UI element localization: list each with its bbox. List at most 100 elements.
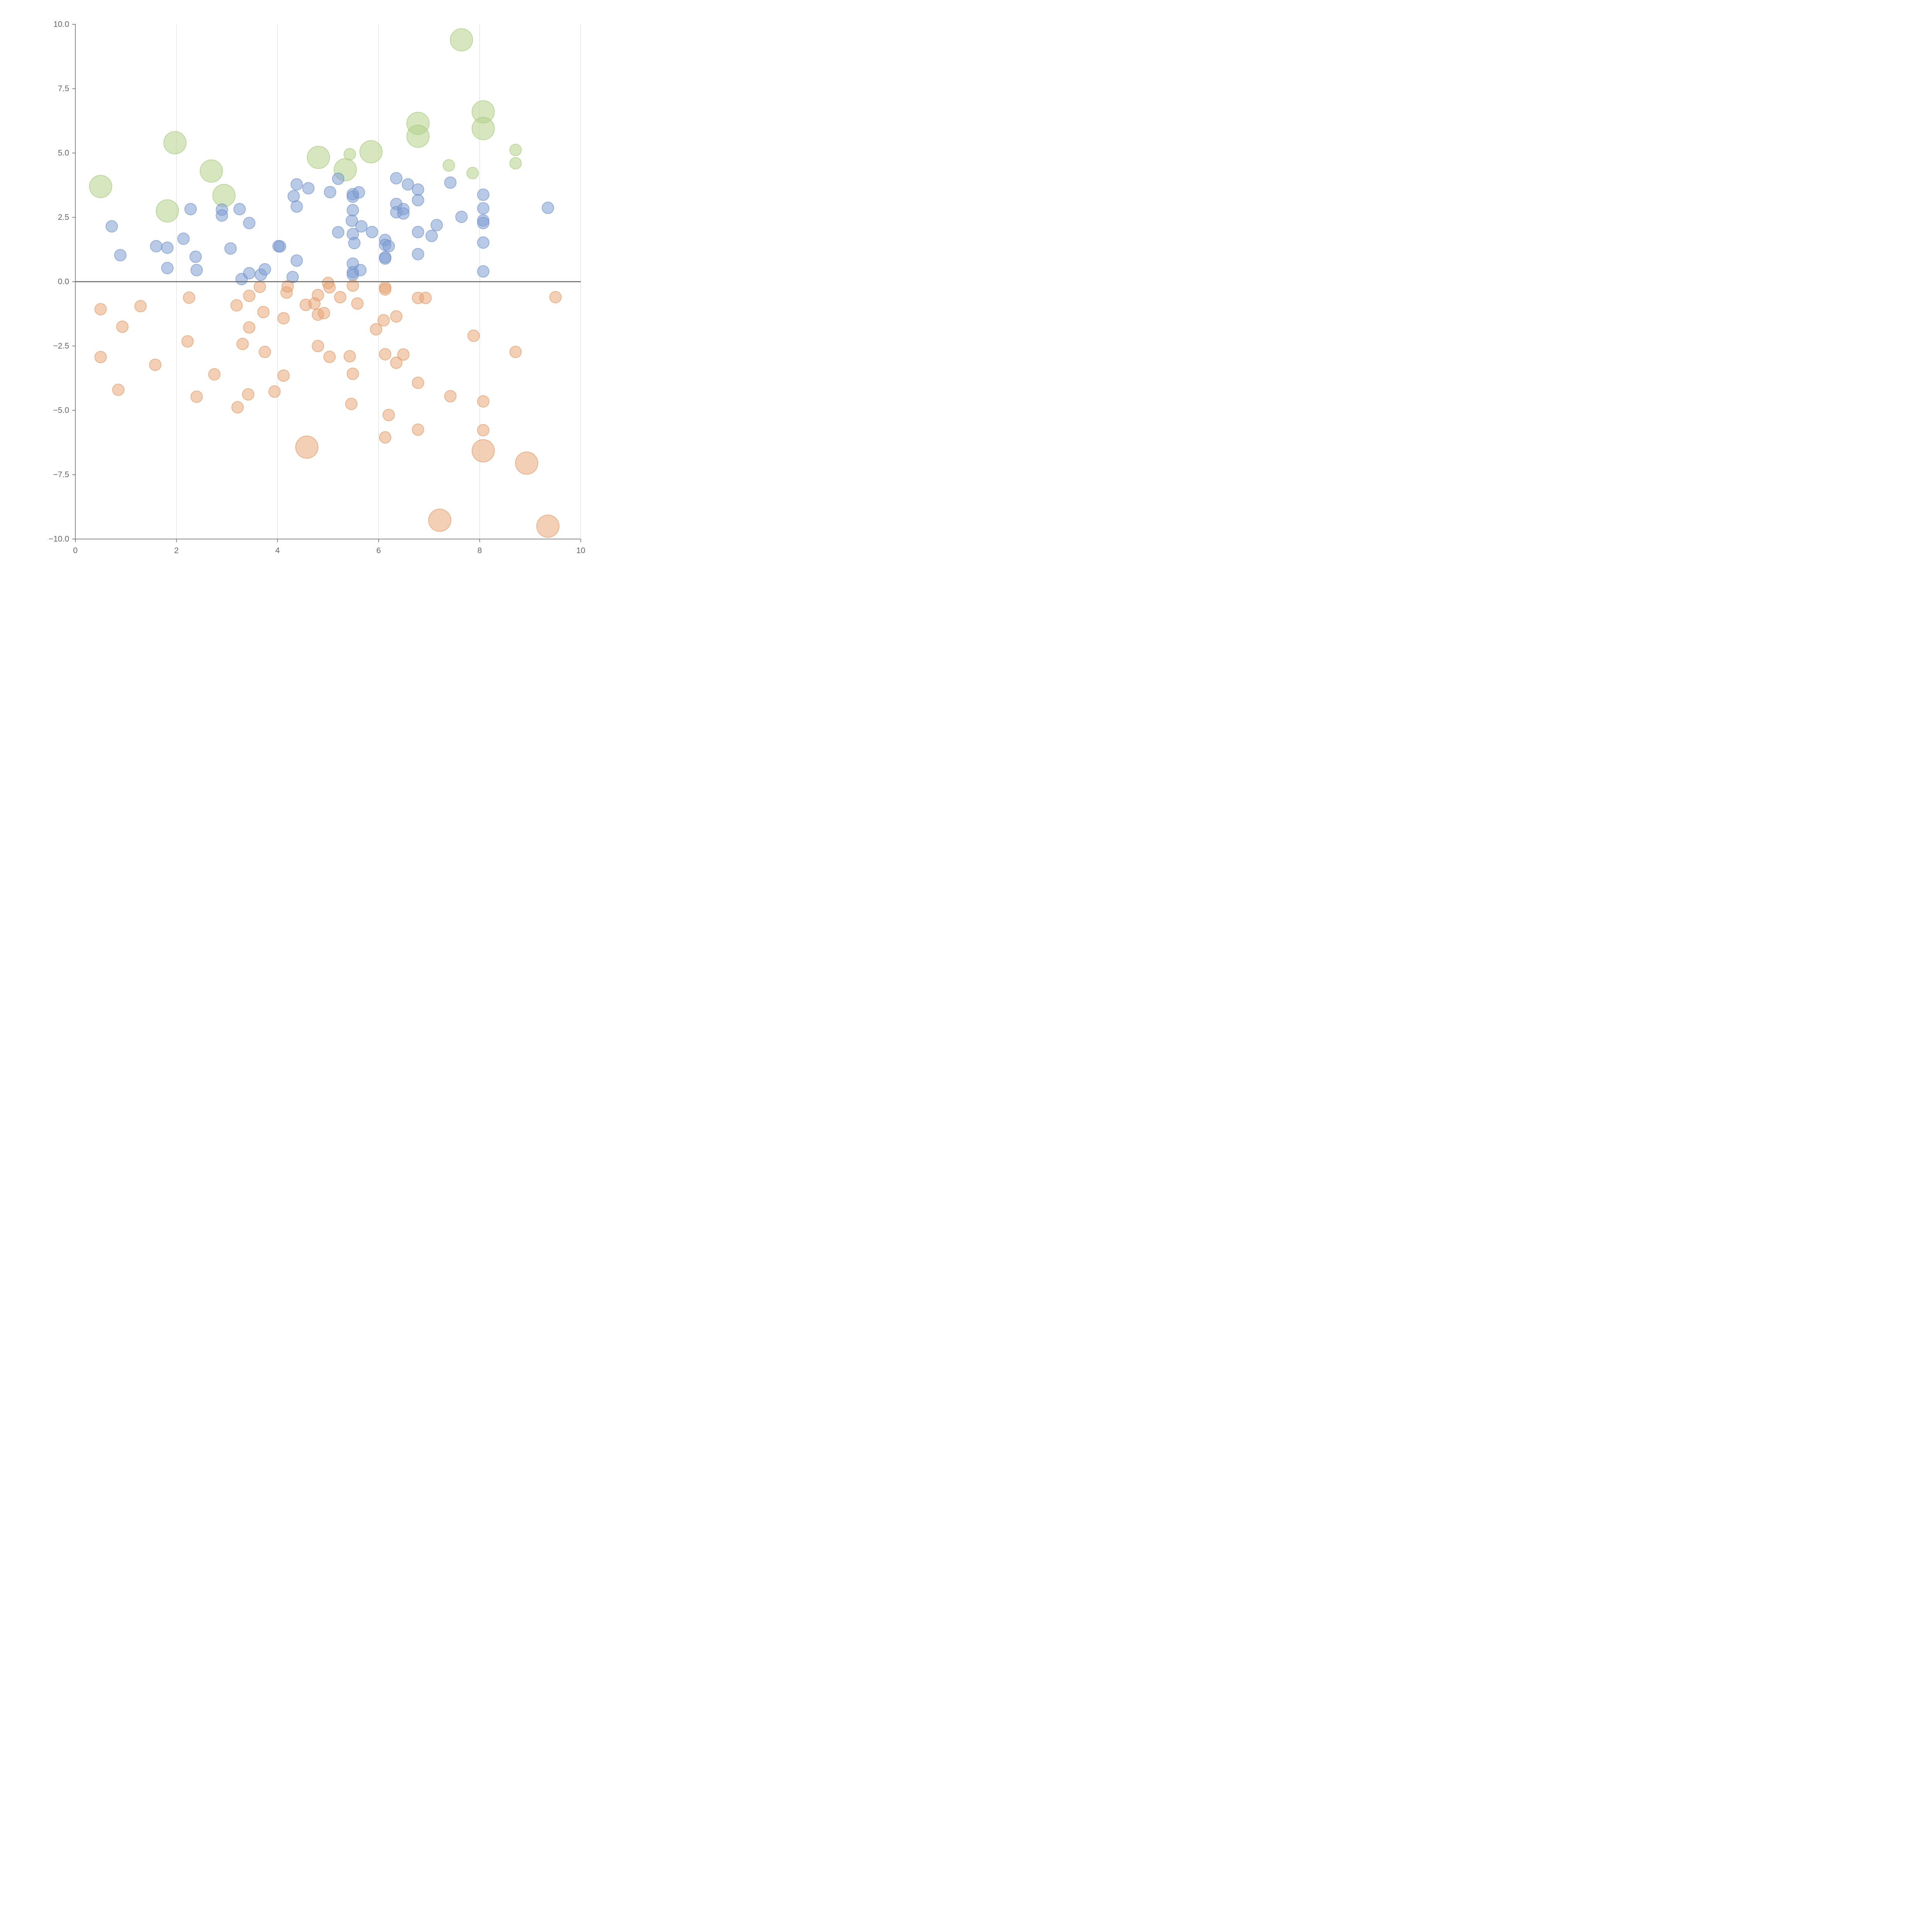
orange-bubble	[318, 307, 330, 320]
x-tick-label: 8	[478, 546, 482, 555]
blue-bubble	[430, 219, 443, 231]
blue-bubble	[274, 240, 286, 253]
orange-bubble	[412, 423, 424, 436]
green-bubble	[156, 199, 179, 223]
orange-bubble	[183, 291, 196, 304]
green-bubble	[471, 117, 495, 140]
green-bubble	[344, 148, 356, 161]
axes: 10.0 7.5 5.0 2.5 0.0 −2.5 −5.0 −7.5 −10.0 0 2 4 6 8 10	[49, 20, 585, 555]
orange-bubble	[549, 291, 562, 303]
orange-bubble	[323, 281, 336, 294]
blue-bubble	[366, 226, 378, 238]
orange-bubble	[345, 398, 358, 410]
orange-bubble	[412, 376, 424, 389]
blue-bubble	[477, 202, 490, 215]
green-bubble	[89, 175, 112, 198]
orange-bubble	[379, 283, 391, 296]
blue-bubble	[412, 183, 424, 196]
orange-bubble	[444, 390, 457, 403]
blue-bubble	[150, 240, 163, 253]
blue-bubble	[233, 203, 246, 216]
blue-bubble	[352, 186, 365, 199]
orange-bubble	[536, 514, 560, 538]
blue-bubble	[347, 204, 359, 216]
orange-bubble	[295, 435, 319, 459]
blue-bubble	[324, 186, 337, 199]
blue-bubble	[290, 200, 303, 213]
x-tick-label: 0	[73, 546, 78, 555]
orange-bubble	[257, 306, 270, 318]
y-tick-label: −2.5	[53, 342, 69, 350]
orange-bubble	[383, 409, 395, 421]
x-tick-label: 10	[576, 546, 585, 555]
y-tick-label: −7.5	[53, 470, 69, 479]
blue-bubble	[444, 176, 457, 189]
orange-bubble	[112, 383, 125, 396]
orange-bubble	[428, 509, 452, 532]
orange-bubble	[397, 348, 410, 361]
blue-bubble	[114, 249, 127, 262]
orange-bubble	[236, 338, 249, 350]
blue-bubble	[542, 201, 554, 214]
green-bubble	[307, 146, 330, 169]
orange-bubble	[379, 431, 391, 444]
orange-bubble	[134, 300, 147, 313]
bubble-layer	[89, 28, 562, 538]
y-tick-label: 2.5	[58, 213, 69, 222]
green-bubble	[466, 167, 479, 179]
orange-bubble	[419, 292, 432, 304]
orange-bubble	[344, 350, 356, 363]
blue-bubble	[332, 226, 345, 239]
blue-bubble	[184, 203, 197, 216]
x-tick-label: 6	[376, 546, 381, 555]
green-bubble	[442, 159, 455, 172]
y-tick-label: −10.0	[49, 535, 69, 544]
blue-bubble	[354, 264, 367, 276]
green-bubble	[212, 184, 236, 207]
y-tick-label: −5.0	[53, 406, 69, 415]
orange-bubble	[281, 280, 294, 293]
orange-bubble	[351, 297, 364, 310]
y-tick-label: 10.0	[53, 20, 69, 29]
green-bubble	[359, 140, 383, 163]
blue-bubble	[455, 211, 468, 223]
orange-bubble	[230, 299, 243, 312]
orange-bubble	[390, 356, 403, 369]
blue-bubble	[401, 178, 414, 191]
orange-bubble	[509, 345, 522, 358]
scatter-chart: 10.0 7.5 5.0 2.5 0.0 −2.5 −5.0 −7.5 −10.0 0 2 4 6 8 10	[49, 20, 585, 555]
blue-bubble	[397, 207, 410, 220]
blue-bubble	[477, 188, 490, 201]
orange-bubble	[243, 321, 255, 334]
orange-bubble	[190, 390, 203, 403]
orange-bubble	[515, 451, 538, 475]
y-tick-label: 0.0	[58, 277, 69, 286]
blue-bubble	[390, 172, 403, 185]
blue-bubble	[332, 172, 345, 185]
blue-bubble	[189, 250, 202, 263]
blue-bubble	[243, 217, 255, 230]
orange-bubble	[259, 345, 271, 358]
blue-bubble	[383, 240, 395, 253]
green-bubble	[406, 124, 430, 148]
blue-bubble	[224, 242, 237, 255]
orange-bubble	[370, 323, 383, 336]
orange-bubble	[477, 424, 490, 437]
blue-bubble	[477, 217, 490, 230]
blue-bubble	[379, 252, 391, 265]
green-bubble	[509, 144, 522, 156]
orange-bubble	[471, 439, 495, 463]
blue-bubble	[412, 226, 424, 238]
orange-bubble	[149, 359, 162, 371]
orange-bubble	[334, 291, 347, 303]
orange-bubble	[311, 340, 324, 352]
blue-bubble	[477, 265, 490, 278]
blue-bubble	[290, 254, 303, 267]
orange-bubble	[243, 289, 255, 302]
blue-bubble	[216, 209, 228, 222]
orange-bubble	[208, 368, 221, 381]
orange-bubble	[268, 385, 281, 398]
orange-bubble	[116, 320, 129, 333]
blue-bubble	[412, 194, 424, 206]
blue-bubble	[243, 267, 255, 279]
